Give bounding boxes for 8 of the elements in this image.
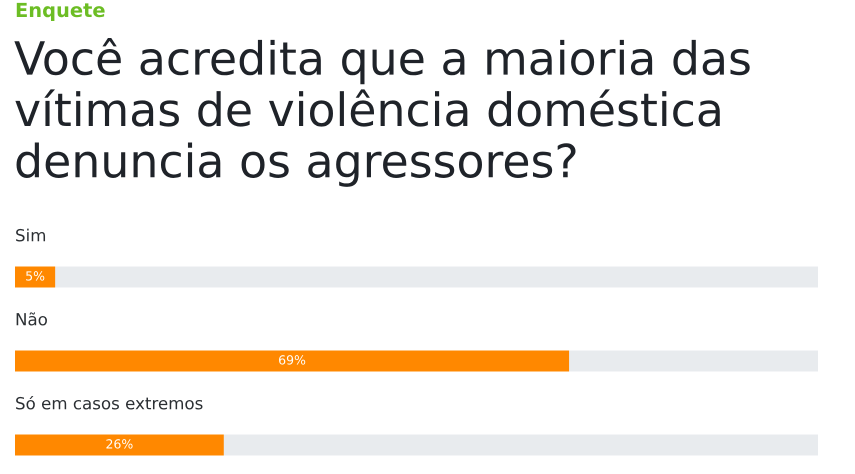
y-tick-label: Sim [16, 228, 46, 242]
data-label: 69% [279, 355, 306, 365]
chart-subtitle: Enquete [16, 2, 105, 22]
chart-title: Você acredita que a maioria das vítimas de violência doméstica denuncia os agressores? [14, 38, 750, 187]
data-label: 26% [106, 439, 133, 449]
y-tick-label: Não [16, 312, 47, 326]
data-label: 5% [26, 271, 44, 281]
y-tick-label: Só em casos extremos [16, 396, 202, 410]
